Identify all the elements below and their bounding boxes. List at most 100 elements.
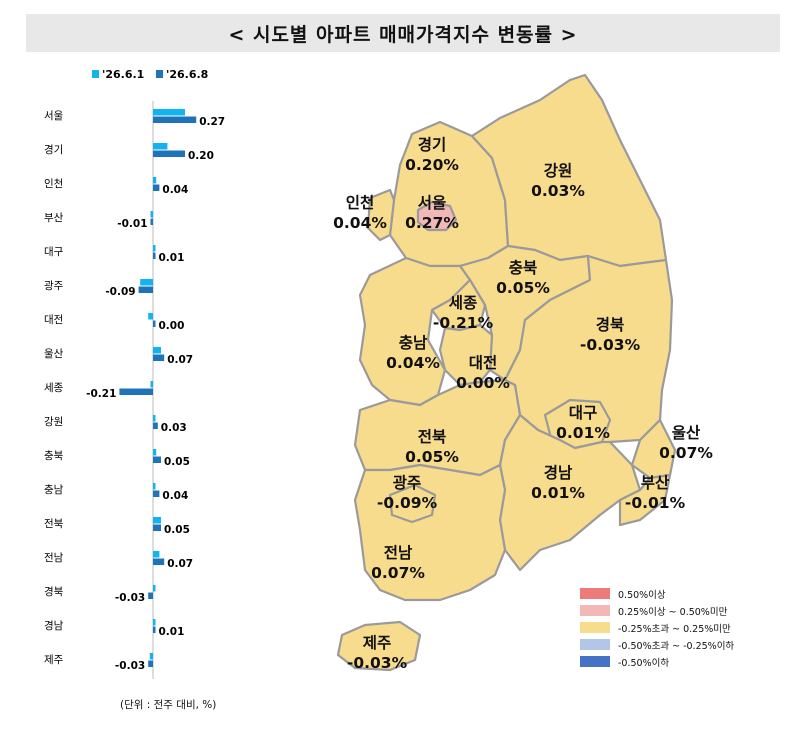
region-name-label: 전남 — [384, 544, 413, 562]
region-value-label: 0.03% — [531, 182, 585, 200]
map-region-gangwon — [470, 73, 668, 268]
legend-row: 0.25%이상 ~ 0.50%미만 — [580, 602, 790, 619]
legend-row: 0.50%이상 — [580, 585, 790, 602]
data-label: -0.21 — [86, 388, 116, 400]
bar — [138, 286, 153, 293]
bar — [148, 660, 153, 667]
bar — [153, 109, 185, 116]
region-name-label: 서울 — [418, 194, 447, 212]
region-name-label: 제주 — [363, 634, 392, 652]
region-value-label: -0.01% — [625, 494, 686, 512]
map-legend: 0.50%이상 0.25%이상 ~ 0.50%미만 -0.25%초과 ~ 0.25%… — [580, 585, 790, 670]
bar — [153, 245, 156, 252]
region-value-label: 0.00% — [456, 374, 510, 392]
category-label: 광주 — [44, 280, 64, 292]
category-label: 세종 — [44, 382, 64, 394]
bar — [153, 449, 157, 456]
category-label: 대구 — [44, 246, 64, 258]
category-label: 전북 — [44, 518, 64, 530]
data-label: 0.00 — [159, 320, 185, 332]
category-label: 부산 — [44, 212, 64, 224]
data-label: 0.05 — [164, 524, 190, 536]
bar — [148, 313, 153, 320]
category-label: 전남 — [44, 552, 64, 564]
region-value-label: 0.05% — [405, 448, 459, 466]
data-label: 0.01 — [159, 252, 185, 264]
region-name-label: 충북 — [509, 259, 538, 277]
title-bar: < 시도별 아파트 매매가격지수 변동률 > — [26, 14, 780, 52]
map-region-seoul — [416, 200, 458, 232]
map-region-incheon — [366, 188, 396, 242]
map-region-daejeon — [438, 323, 494, 387]
region-name-label: 울산 — [672, 424, 701, 442]
data-label: -0.03 — [115, 592, 145, 604]
category-label: 강원 — [44, 416, 63, 428]
region-name-label: 경기 — [418, 136, 447, 154]
data-label: -0.09 — [105, 286, 135, 298]
region-name-label: 충남 — [399, 334, 428, 352]
legend-swatch — [580, 588, 610, 599]
category-label: 경북 — [44, 585, 64, 598]
bar — [153, 354, 165, 361]
data-label: -0.01 — [117, 218, 147, 230]
bar — [150, 218, 153, 225]
bar — [153, 490, 160, 497]
bar — [153, 585, 156, 592]
legend-swatch — [156, 70, 163, 78]
region-value-label: 0.04% — [333, 214, 387, 232]
bar — [153, 143, 168, 150]
bar — [140, 279, 153, 286]
category-label: 경기 — [44, 143, 63, 156]
bar — [153, 619, 156, 626]
data-label: 0.04 — [162, 490, 188, 502]
region-name-label: 대전 — [469, 354, 498, 372]
category-label: 충북 — [44, 450, 64, 462]
data-label: -0.03 — [115, 660, 145, 672]
bar — [153, 517, 161, 524]
legend-swatch — [580, 605, 610, 616]
region-name-label: 대구 — [569, 404, 598, 422]
data-label: 0.07 — [167, 558, 193, 570]
category-label: 인천 — [44, 178, 63, 190]
bar — [153, 456, 161, 463]
legend-label: '26.6.1 — [102, 68, 144, 81]
legend-row: -0.50%초과 ~ -0.25%이하 — [580, 636, 790, 653]
bar — [153, 524, 161, 531]
legend-swatch — [92, 70, 99, 78]
bar — [149, 653, 153, 660]
region-value-label: -0.03% — [580, 336, 641, 354]
region-value-label: 0.07% — [371, 564, 425, 582]
data-label: 0.03 — [161, 422, 187, 434]
map-region-busan — [618, 473, 672, 527]
region-value-label: 0.01% — [556, 424, 610, 442]
bar — [153, 184, 160, 191]
region-value-label: -0.03% — [347, 654, 408, 672]
legend-label: '26.6.8 — [166, 68, 208, 81]
category-label: 충남 — [44, 484, 64, 496]
bar — [150, 381, 153, 388]
legend-row: -0.50%이하 — [580, 653, 790, 670]
region-value-label: 0.05% — [496, 279, 550, 297]
map-regions — [336, 73, 677, 672]
legend-label: 0.25%이상 ~ 0.50%미만 — [618, 606, 728, 618]
region-name-label: 경북 — [596, 316, 625, 334]
region-name-label: 인천 — [346, 194, 375, 212]
bar — [153, 252, 156, 259]
region-value-label: 0.27% — [405, 214, 459, 232]
bar — [153, 150, 185, 157]
data-label: 0.07 — [167, 354, 193, 366]
legend-swatch — [580, 639, 610, 650]
category-label: 대전 — [44, 314, 63, 326]
map-region-gwangju — [388, 483, 437, 524]
bar — [153, 320, 156, 327]
region-name-label: 강원 — [544, 162, 573, 180]
bar — [153, 558, 165, 565]
map-labels: 경기 0.20% 강원 0.03% 인천 0.04% 서울 0.27% 충북 0.05% 세종 -0.… — [333, 136, 713, 672]
data-label: 0.20 — [188, 150, 214, 162]
region-value-label: 0.20% — [405, 156, 459, 174]
region-value-label: -0.21% — [433, 314, 494, 332]
bar — [150, 211, 153, 218]
region-name-label: 광주 — [393, 473, 422, 492]
category-label: 제주 — [44, 654, 64, 666]
bar — [153, 422, 158, 429]
